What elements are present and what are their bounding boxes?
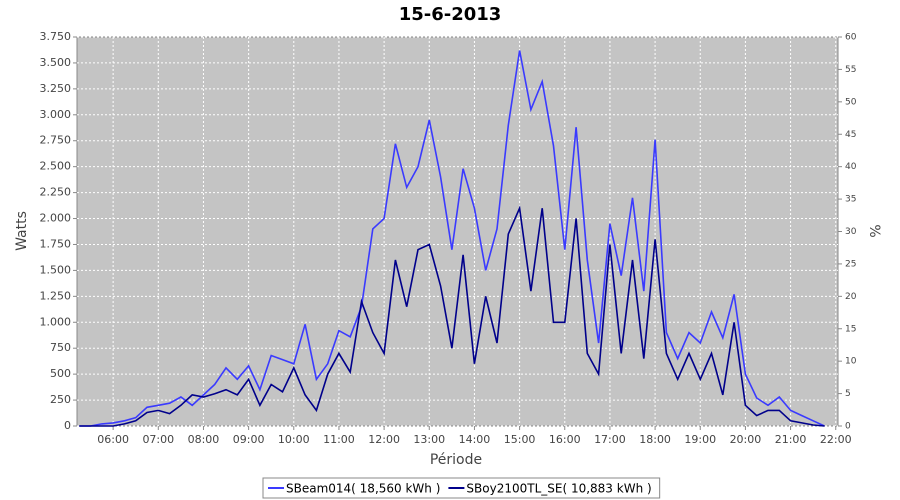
- series-line: [79, 50, 825, 427]
- y-tick-label: 1.250: [40, 289, 72, 302]
- y2-tick-label: 55: [845, 65, 856, 75]
- y-tick-label: 2.250: [40, 186, 72, 199]
- x-tick-label: 17:00: [594, 433, 626, 446]
- x-tick-label: 09:00: [233, 433, 265, 446]
- y-tick-label: 3.500: [40, 56, 72, 69]
- y2-axis-label: %: [866, 224, 882, 237]
- x-tick-label: 07:00: [142, 433, 174, 446]
- x-tick-label: 21:00: [775, 433, 807, 446]
- y2-tick-label: 5: [845, 389, 851, 399]
- legend: SBeam014( 18,560 kWh ) SBoy2100TL_SE( 10,…: [262, 477, 661, 499]
- y-tick-label: 1.000: [40, 315, 72, 328]
- y-tick-label: 3.750: [40, 30, 72, 43]
- x-tick-label: 12:00: [368, 433, 400, 446]
- y-tick-label: 500: [50, 367, 71, 380]
- x-tick-label: 10:00: [278, 433, 310, 446]
- x-tick-label: 22:00: [820, 433, 852, 446]
- y-tick-label: 2.000: [40, 212, 72, 225]
- legend-label: SBeam014( 18,560 kWh ): [286, 482, 440, 496]
- y-axis-label: Watts: [14, 211, 30, 251]
- y-tick-label: 3.250: [40, 82, 72, 95]
- y-tick-label: 3.000: [40, 108, 72, 121]
- x-tick-label: 20:00: [730, 433, 762, 446]
- y2-tick-label: 15: [845, 324, 856, 334]
- x-tick-label: 11:00: [323, 433, 355, 446]
- x-tick-label: 18:00: [639, 433, 671, 446]
- y2-tick-label: 10: [845, 357, 857, 367]
- y2-tick-label: 50: [845, 97, 857, 107]
- x-axis-label: Période: [430, 452, 482, 468]
- x-tick-label: 06:00: [97, 433, 129, 446]
- y2-tick-label: 60: [845, 33, 857, 43]
- y-tick-label: 0: [64, 419, 71, 432]
- series-line: [79, 205, 825, 427]
- legend-label: SBoy2100TL_SE( 10,883 kWh ): [466, 482, 651, 496]
- y-tick-label: 2.750: [40, 134, 72, 147]
- y-tick-label: 1.750: [40, 237, 72, 250]
- y-tick-label: 2.500: [40, 160, 72, 173]
- x-tick-label: 16:00: [549, 433, 581, 446]
- y-tick-label: 1.500: [40, 263, 72, 276]
- y-tick-label: 750: [50, 341, 71, 354]
- plot-area: [76, 36, 839, 427]
- y2-tick-label: 35: [845, 195, 856, 205]
- x-tick-label: 15:00: [504, 433, 536, 446]
- y-tick-label: 250: [50, 393, 71, 406]
- y2-tick-label: 0: [845, 422, 851, 432]
- x-tick-label: 14:00: [459, 433, 491, 446]
- y2-tick-label: 40: [845, 162, 857, 172]
- y2-tick-label: 25: [845, 259, 856, 269]
- x-tick-label: 08:00: [188, 433, 220, 446]
- y2-tick-label: 45: [845, 130, 856, 140]
- y2-tick-label: 20: [845, 292, 857, 302]
- chart-title: 15-6-2013: [399, 4, 502, 25]
- x-tick-label: 13:00: [413, 433, 445, 446]
- x-tick-label: 19:00: [684, 433, 716, 446]
- y2-tick-label: 30: [845, 227, 857, 237]
